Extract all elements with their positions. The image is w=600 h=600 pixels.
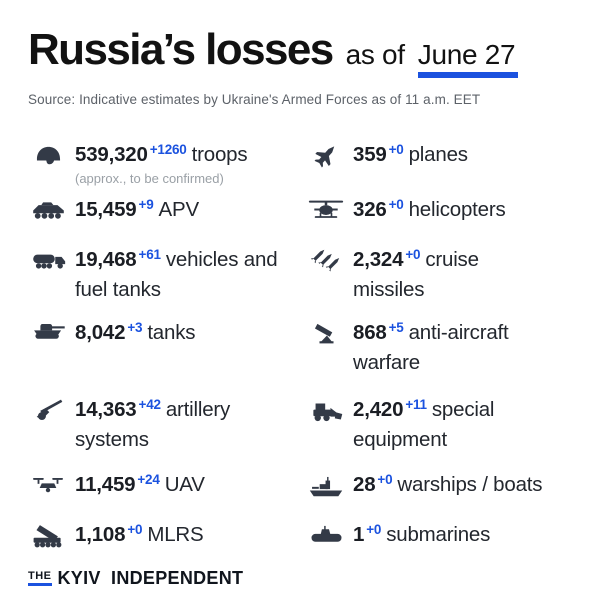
- stat-text: 28 +0 warships / boats: [353, 471, 543, 501]
- stat-text: 14,363 +42 artillery systems: [75, 396, 230, 454]
- stat-delta: +1260: [149, 142, 187, 157]
- stat-helicopters: 326 +0 helicopters: [306, 196, 572, 246]
- stat-text: 326 +0 helicopters: [353, 196, 506, 226]
- stat-value: 359: [353, 143, 387, 166]
- logo-name: KYIV INDEPENDENT: [57, 568, 244, 588]
- stat-text: 11,459 +24 UAV: [75, 471, 205, 501]
- stat-label: submarines: [386, 523, 491, 546]
- stat-value: 1: [353, 523, 365, 546]
- jet-icon: [306, 141, 346, 169]
- headline: Russia’s losses as of June 27: [28, 25, 572, 78]
- logo-the: THE: [28, 570, 52, 586]
- stat-value: 14,363: [75, 398, 137, 421]
- stats-grid: 539,320 +1260 troops (approx., to be confir…: [28, 141, 572, 565]
- stat-uav: 11,459 +24 UAV: [28, 471, 306, 521]
- stat-label: troops: [191, 143, 248, 166]
- helmet-icon: [28, 141, 68, 169]
- stat-label: special equipment: [353, 398, 495, 451]
- source-line: Source: Indicative estimates by Ukraine'…: [28, 92, 481, 107]
- stat-warships-boats: 28 +0 warships / boats: [306, 471, 572, 521]
- stat-label: UAV: [164, 473, 205, 496]
- stat-delta: +11: [405, 397, 427, 412]
- stat-cruise-missiles: 2,324 +0 cruise missiles: [306, 246, 572, 319]
- helicopter-icon: [306, 196, 346, 224]
- stat-value: 11,459: [75, 473, 136, 496]
- stat-delta: +0: [405, 247, 421, 262]
- stat-value: 326: [353, 198, 387, 221]
- stat-delta: +42: [138, 397, 162, 412]
- kyiv-independent-logo: THE KYIV INDEPENDENT: [28, 568, 572, 589]
- stat-text: 15,459 +9 APV: [75, 196, 199, 226]
- stat-apv: 15,459 +9 APV: [28, 196, 306, 246]
- missiles-icon: [306, 246, 346, 274]
- stat-note: (approx., to be confirmed): [75, 171, 224, 186]
- stat-delta: +9: [138, 197, 154, 212]
- stat-planes: 359 +0 planes: [306, 141, 572, 196]
- stat-tanks: 8,042 +3 tanks: [28, 319, 306, 396]
- stat-text: 2,324 +0 cruise missiles: [353, 246, 479, 304]
- stat-delta: +0: [366, 522, 382, 537]
- stat-delta: +3: [127, 320, 143, 335]
- stat-text: 2,420 +11 special equipment: [353, 396, 494, 454]
- tank-icon: [28, 319, 68, 347]
- stat-vehicles-fuel-tanks: 19,468 +61 vehicles and fuel tanks: [28, 246, 306, 319]
- stat-text: 1,108 +0 MLRS: [75, 521, 204, 551]
- stat-label: planes: [408, 143, 468, 166]
- stat-mlrs: 1,108 +0 MLRS: [28, 521, 306, 565]
- stat-label: artillery systems: [75, 398, 231, 451]
- stat-label: warships / boats: [397, 473, 543, 496]
- stat-special-equipment: 2,420 +11 special equipment: [306, 396, 572, 471]
- stat-submarines: 1 +0 submarines: [306, 521, 572, 565]
- stat-value: 15,459: [75, 198, 137, 221]
- stat-value: 2,420: [353, 398, 404, 421]
- anti-aircraft-icon: [306, 319, 346, 347]
- stat-troops: 539,320 +1260 troops (approx., to be confir…: [28, 141, 306, 196]
- stat-text: 1 +0 submarines: [353, 521, 490, 551]
- stat-value: 2,324: [353, 248, 404, 271]
- drone-icon: [28, 471, 68, 499]
- stat-value: 28: [353, 473, 376, 496]
- stat-label: helicopters: [408, 198, 506, 221]
- stat-delta: +0: [388, 142, 404, 157]
- stat-delta: +0: [388, 197, 404, 212]
- apc-icon: [28, 196, 68, 224]
- stat-text: 868 +5 anti-aircraft warfare: [353, 319, 509, 377]
- stat-value: 19,468: [75, 248, 137, 271]
- as-of-label: as of: [345, 39, 406, 70]
- warship-icon: [306, 471, 346, 499]
- stat-label: MLRS: [147, 523, 204, 546]
- stat-value: 539,320: [75, 143, 148, 166]
- stat-value: 8,042: [75, 321, 126, 344]
- stat-text: 19,468 +61 vehicles and fuel tanks: [75, 246, 278, 304]
- stat-delta: +0: [127, 522, 143, 537]
- artillery-icon: [28, 396, 68, 424]
- date-underlined: June 27: [417, 39, 519, 78]
- stat-delta: +0: [377, 472, 393, 487]
- stat-label: vehicles and fuel tanks: [75, 248, 278, 301]
- stat-value: 868: [353, 321, 387, 344]
- stat-delta: +5: [388, 320, 404, 335]
- stat-label: anti-aircraft warfare: [353, 321, 509, 374]
- stat-text: 539,320 +1260 troops (approx., to be confir…: [75, 141, 248, 186]
- excavator-icon: [306, 396, 346, 424]
- mlrs-icon: [28, 521, 68, 549]
- stat-label: tanks: [147, 321, 196, 344]
- stat-delta: +24: [137, 472, 160, 487]
- stat-label: cruise missiles: [353, 248, 479, 301]
- submarine-icon: [306, 521, 346, 549]
- fuel-truck-icon: [28, 246, 68, 274]
- stat-artillery-systems: 14,363 +42 artillery systems: [28, 396, 306, 471]
- stat-value: 1,108: [75, 523, 126, 546]
- stat-delta: +61: [138, 247, 162, 262]
- page-title: Russia’s losses: [28, 25, 334, 74]
- stat-text: 359 +0 planes: [353, 141, 468, 171]
- stat-text: 8,042 +3 tanks: [75, 319, 196, 349]
- stat-anti-aircraft-warfare: 868 +5 anti-aircraft warfare: [306, 319, 572, 396]
- stat-label: APV: [158, 198, 200, 221]
